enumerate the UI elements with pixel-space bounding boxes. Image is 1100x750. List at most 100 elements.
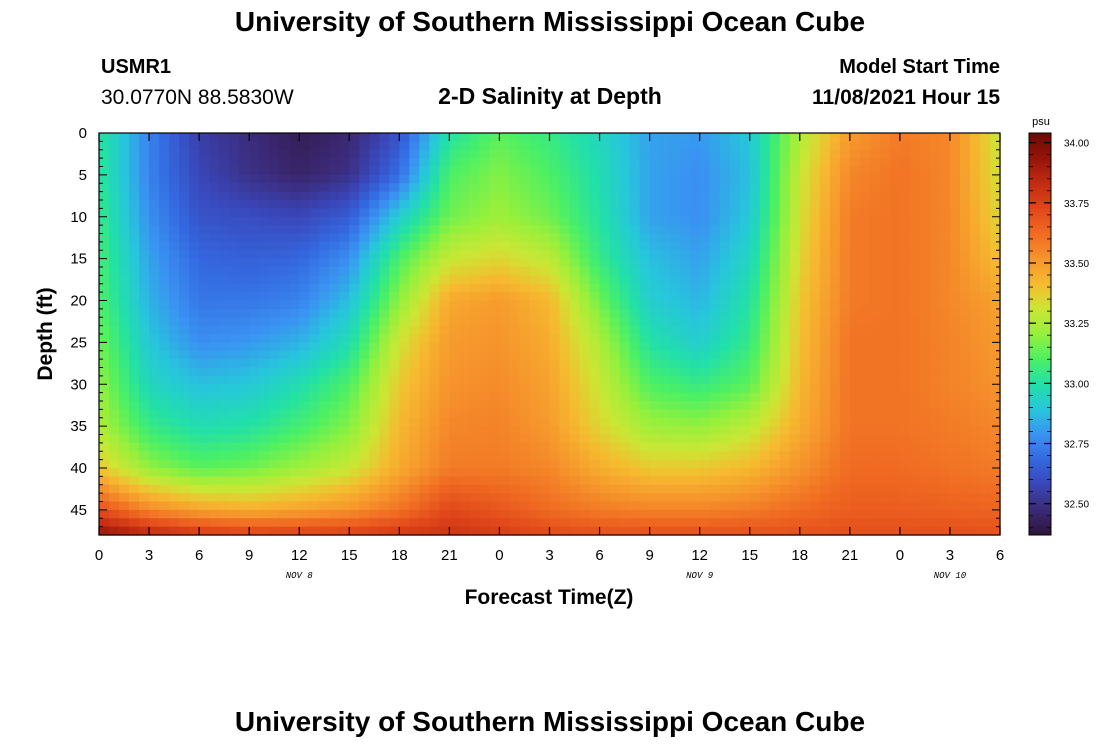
heatmap-cell [829,468,841,477]
heatmap-cell [509,283,521,293]
heatmap-cell [349,258,360,268]
heatmap-cell [159,442,170,452]
heatmap-cell [859,526,871,536]
heatmap-cell [979,216,991,226]
heatmap-cell [559,434,571,444]
heatmap-cell [919,451,931,461]
heatmap-cell [329,401,340,410]
heatmap-cell [959,233,971,243]
heatmap-cell [669,308,681,318]
heatmap-cell [339,149,350,159]
heatmap-cell [499,426,511,436]
heatmap-cell [849,451,861,461]
heatmap-cell [689,267,701,276]
heatmap-cell [839,334,851,343]
heatmap-cell [119,493,130,503]
heatmap-cell [549,174,561,184]
heatmap-cell [909,459,921,469]
heatmap-cell [249,200,260,209]
heatmap-cell [129,334,140,343]
heatmap-cell [159,459,170,469]
heatmap-cell [99,384,110,394]
heatmap-cell [959,317,971,327]
heatmap-cell [809,191,821,201]
heatmap-cell [899,401,911,410]
heatmap-cell [889,233,901,243]
heatmap-cell [239,216,250,226]
heatmap-cell [799,417,811,427]
heatmap-cell [489,459,501,469]
heatmap-cell [709,409,721,419]
heatmap-cell [879,216,891,226]
heatmap-cell [979,158,991,168]
heatmap-cell [389,367,400,377]
heatmap-cell [839,442,851,452]
heatmap-cell [159,434,170,444]
heatmap-cell [759,183,771,193]
heatmap-cell [259,292,270,302]
heatmap-cell [379,241,390,251]
heatmap-cell [399,225,410,235]
heatmap-cell [289,518,300,528]
heatmap-cell [729,183,741,193]
heatmap-cell [479,308,491,318]
heatmap-cell [109,442,120,452]
heatmap-cell [239,426,250,436]
heatmap-cell [849,401,861,410]
heatmap-cell [339,325,350,335]
heatmap-cell [99,359,110,369]
heatmap-cell [849,392,861,402]
heatmap-cell [759,233,771,243]
heatmap-cell [659,484,671,494]
heatmap-cell [439,392,450,402]
heatmap-cell [959,476,971,486]
heatmap-cell [939,493,951,503]
heatmap-cell [199,509,210,519]
heatmap-cell [509,334,521,343]
heatmap-cell [679,200,691,209]
heatmap-cell [489,359,501,369]
heatmap-cell [379,426,390,436]
heatmap-cell [759,451,771,461]
heatmap-cell [229,133,240,142]
heatmap-cell [159,518,170,528]
heatmap-cell [939,191,951,201]
heatmap-cell [139,225,150,235]
heatmap-cell [639,426,651,436]
y-tick-label: 35 [70,418,87,435]
heatmap-cell [919,308,931,318]
heatmap-cell [979,342,991,352]
heatmap-cell [579,292,591,302]
heatmap-cell [469,526,481,536]
heatmap-cell [469,258,481,268]
heatmap-cell [479,476,491,486]
heatmap-cell [969,342,981,352]
heatmap-cell [319,350,330,360]
heatmap-cell [269,141,280,151]
heatmap-cell [119,501,130,511]
heatmap-cell [459,417,471,427]
heatmap-cell [409,359,420,369]
heatmap-cell [779,258,791,268]
heatmap-cell [489,208,501,218]
heatmap-cell [549,334,561,343]
heatmap-cell [189,375,200,385]
heatmap-cell [359,359,370,369]
heatmap-cell [249,149,260,159]
heatmap-cell [979,258,991,268]
heatmap-cell [739,501,751,511]
heatmap-cell [629,258,641,268]
heatmap-cell [649,300,661,310]
heatmap-cell [559,476,571,486]
heatmap-cell [689,250,701,260]
heatmap-cell [109,342,120,352]
heatmap-cell [339,468,350,477]
heatmap-cell [329,518,340,528]
heatmap-cell [639,509,651,519]
heatmap-cell [259,417,270,427]
heatmap-cell [609,442,621,452]
heatmap-cell [749,166,761,176]
heatmap-cell [659,375,671,385]
heatmap-cell [249,359,260,369]
heatmap-cell [659,292,671,302]
